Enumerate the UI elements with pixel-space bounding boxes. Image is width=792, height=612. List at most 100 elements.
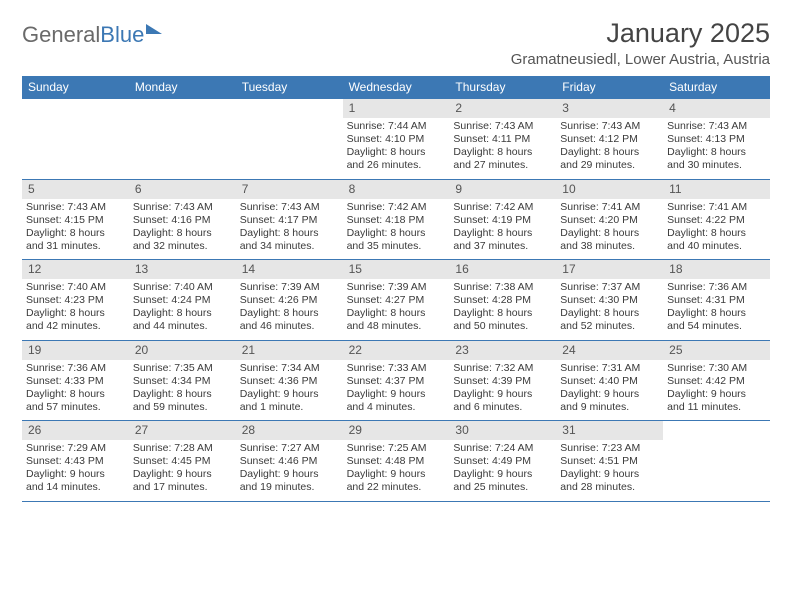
day-cell: 7Sunrise: 7:43 AMSunset: 4:17 PMDaylight… [236,180,343,260]
sunset-line: Sunset: 4:13 PM [667,133,766,146]
day-number: 29 [343,421,450,440]
dow-saturday: Saturday [663,76,770,99]
sunrise-line: Sunrise: 7:31 AM [560,362,659,375]
sunrise-line: Sunrise: 7:40 AM [26,281,125,294]
sunrise-line: Sunrise: 7:36 AM [667,281,766,294]
day-number: 7 [236,180,343,199]
sunset-line: Sunset: 4:40 PM [560,375,659,388]
brand-mark-icon [146,24,162,34]
day-cell [22,99,129,179]
sunset-line: Sunset: 4:45 PM [133,455,232,468]
day-number: 28 [236,421,343,440]
sunset-line: Sunset: 4:46 PM [240,455,339,468]
day-cell: 17Sunrise: 7:37 AMSunset: 4:30 PMDayligh… [556,260,663,340]
day-number: 1 [343,99,450,118]
day-cell: 20 Sunrise: 7:35 AMSunset: 4:34 PMDayligh… [129,341,236,421]
sunset-line: Sunset: 4:51 PM [560,455,659,468]
day-number: 8 [343,180,450,199]
daylight-line: Daylight: 8 hours and 46 minutes. [240,307,339,333]
day-cell: 1Sunrise: 7:44 AMSunset: 4:10 PMDaylight… [343,99,450,179]
dow-tuesday: Tuesday [236,76,343,99]
daylight-line: Daylight: 9 hours and 14 minutes. [26,468,125,494]
day-number: 25 [663,341,770,360]
day-number: 21 [236,341,343,360]
calendar-grid: Sunday Monday Tuesday Wednesday Thursday… [22,76,770,502]
day-number: 20 [129,341,236,360]
daylight-line: Daylight: 8 hours and 31 minutes. [26,227,125,253]
day-cell: 24Sunrise: 7:31 AMSunset: 4:40 PMDayligh… [556,341,663,421]
daylight-line: Daylight: 8 hours and 26 minutes. [347,146,446,172]
day-cell: 8Sunrise: 7:42 AMSunset: 4:18 PMDaylight… [343,180,450,260]
day-number: 23 [449,341,556,360]
sunrise-line: Sunrise: 7:41 AM [667,201,766,214]
day-cell: 21Sunrise: 7:34 AMSunset: 4:36 PMDayligh… [236,341,343,421]
day-number: 16 [449,260,556,279]
day-number: 27 [129,421,236,440]
daylight-line: Daylight: 9 hours and 28 minutes. [560,468,659,494]
sunrise-line: Sunrise: 7:39 AM [347,281,446,294]
day-of-week-header: Sunday Monday Tuesday Wednesday Thursday… [22,76,770,99]
day-cell: 3Sunrise: 7:43 AMSunset: 4:12 PMDaylight… [556,99,663,179]
daylight-line: Daylight: 8 hours and 27 minutes. [453,146,552,172]
sunset-line: Sunset: 4:11 PM [453,133,552,146]
day-cell [663,421,770,501]
day-cell: 13Sunrise: 7:40 AMSunset: 4:24 PMDayligh… [129,260,236,340]
weeks-container: 1Sunrise: 7:44 AMSunset: 4:10 PMDaylight… [22,99,770,502]
sunrise-line: Sunrise: 7:29 AM [26,442,125,455]
sunrise-line: Sunrise: 7:23 AM [560,442,659,455]
brand-logo: GeneralBlue [22,22,162,48]
day-number: 4 [663,99,770,118]
daylight-line: Daylight: 8 hours and 30 minutes. [667,146,766,172]
sunrise-line: Sunrise: 7:38 AM [453,281,552,294]
day-number: 22 [343,341,450,360]
sunset-line: Sunset: 4:33 PM [26,375,125,388]
day-cell: 6Sunrise: 7:43 AMSunset: 4:16 PMDaylight… [129,180,236,260]
day-cell: 22Sunrise: 7:33 AMSunset: 4:37 PMDayligh… [343,341,450,421]
sunset-line: Sunset: 4:15 PM [26,214,125,227]
sunset-line: Sunset: 4:49 PM [453,455,552,468]
week-row: 19Sunrise: 7:36 AMSunset: 4:33 PMDayligh… [22,341,770,422]
sunrise-line: Sunrise: 7:25 AM [347,442,446,455]
daylight-line: Daylight: 8 hours and 40 minutes. [667,227,766,253]
week-row: 5Sunrise: 7:43 AMSunset: 4:15 PMDaylight… [22,180,770,261]
daylight-line: Daylight: 8 hours and 50 minutes. [453,307,552,333]
sunrise-line: Sunrise: 7:32 AM [453,362,552,375]
day-cell: 14Sunrise: 7:39 AMSunset: 4:26 PMDayligh… [236,260,343,340]
day-cell: 12Sunrise: 7:40 AMSunset: 4:23 PMDayligh… [22,260,129,340]
day-cell: 4 Sunrise: 7:43 AMSunset: 4:13 PMDaylight… [663,99,770,179]
day-number: 31 [556,421,663,440]
sunset-line: Sunset: 4:23 PM [26,294,125,307]
sunrise-line: Sunrise: 7:37 AM [560,281,659,294]
daylight-line: Daylight: 8 hours and 37 minutes. [453,227,552,253]
day-number: 11 [663,180,770,199]
daylight-line: Daylight: 9 hours and 9 minutes. [560,388,659,414]
sunrise-line: Sunrise: 7:43 AM [667,120,766,133]
sunset-line: Sunset: 4:10 PM [347,133,446,146]
daylight-line: Daylight: 8 hours and 42 minutes. [26,307,125,333]
sunrise-line: Sunrise: 7:42 AM [347,201,446,214]
week-row: 26Sunrise: 7:29 AMSunset: 4:43 PMDayligh… [22,421,770,502]
dow-sunday: Sunday [22,76,129,99]
daylight-line: Daylight: 9 hours and 17 minutes. [133,468,232,494]
day-cell: 27 Sunrise: 7:28 AMSunset: 4:45 PMDayligh… [129,421,236,501]
day-number: 6 [129,180,236,199]
day-number: 30 [449,421,556,440]
sunset-line: Sunset: 4:22 PM [667,214,766,227]
day-cell [129,99,236,179]
day-number: 26 [22,421,129,440]
day-cell: 5Sunrise: 7:43 AMSunset: 4:15 PMDaylight… [22,180,129,260]
sunrise-line: Sunrise: 7:35 AM [133,362,232,375]
sunrise-line: Sunrise: 7:28 AM [133,442,232,455]
day-cell: 2Sunrise: 7:43 AMSunset: 4:11 PMDaylight… [449,99,556,179]
sunset-line: Sunset: 4:34 PM [133,375,232,388]
day-cell: 31 Sunrise: 7:23 AMSunset: 4:51 PMDayligh… [556,421,663,501]
brand-word-1: General [22,22,100,48]
sunrise-line: Sunrise: 7:36 AM [26,362,125,375]
daylight-line: Daylight: 8 hours and 59 minutes. [133,388,232,414]
daylight-line: Daylight: 9 hours and 4 minutes. [347,388,446,414]
title-block: January 2025 Gramatneusiedl, Lower Austr… [511,18,770,68]
daylight-line: Daylight: 9 hours and 22 minutes. [347,468,446,494]
daylight-line: Daylight: 8 hours and 38 minutes. [560,227,659,253]
daylight-line: Daylight: 8 hours and 57 minutes. [26,388,125,414]
day-number: 3 [556,99,663,118]
